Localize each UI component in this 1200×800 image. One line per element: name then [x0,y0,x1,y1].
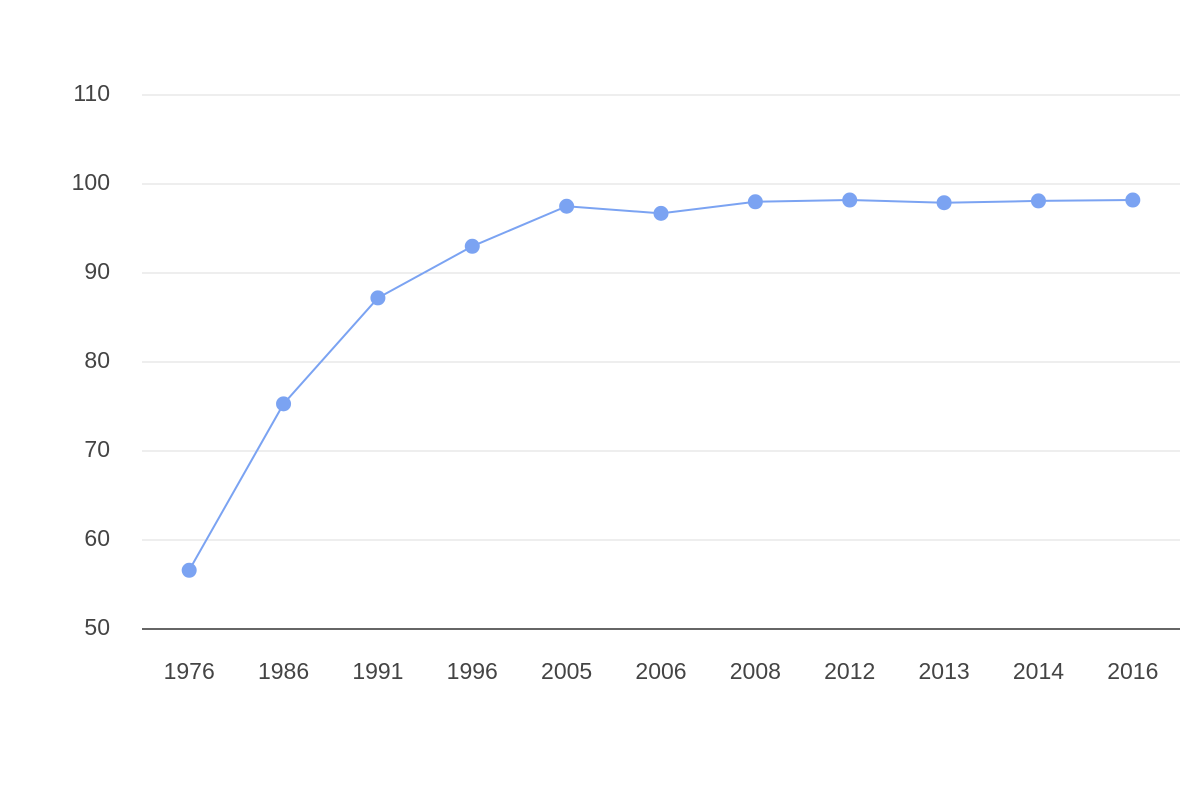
data-point [559,198,575,214]
data-point [464,238,480,254]
data-point [181,562,197,578]
x-tick-label: 1991 [352,658,403,684]
x-tick-label: 2008 [730,658,781,684]
x-tick-label: 2013 [919,658,970,684]
x-tick-label: 2016 [1107,658,1158,684]
x-tick-label: 2014 [1013,658,1064,684]
x-tick-label: 2005 [541,658,592,684]
x-tick-label: 1996 [447,658,498,684]
data-point [747,194,763,210]
data-point [936,195,952,211]
x-tick-label: 2012 [824,658,875,684]
y-tick-label: 80 [84,347,110,373]
y-tick-label: 60 [84,525,110,551]
y-tick-label: 110 [73,80,110,106]
data-point [1030,193,1046,209]
x-tick-label: 2006 [635,658,686,684]
y-tick-label: 90 [84,258,110,284]
x-tick-label: 1986 [258,658,309,684]
data-point [276,396,292,412]
x-tick-label: 1976 [164,658,215,684]
data-line [188,199,1133,571]
data-point [370,290,386,306]
data-point [842,192,858,208]
y-tick-label: 50 [84,614,110,640]
data-point [653,205,669,221]
data-point [1125,192,1141,208]
y-tick-label: 70 [84,436,110,462]
y-tick-label: 100 [72,169,110,195]
